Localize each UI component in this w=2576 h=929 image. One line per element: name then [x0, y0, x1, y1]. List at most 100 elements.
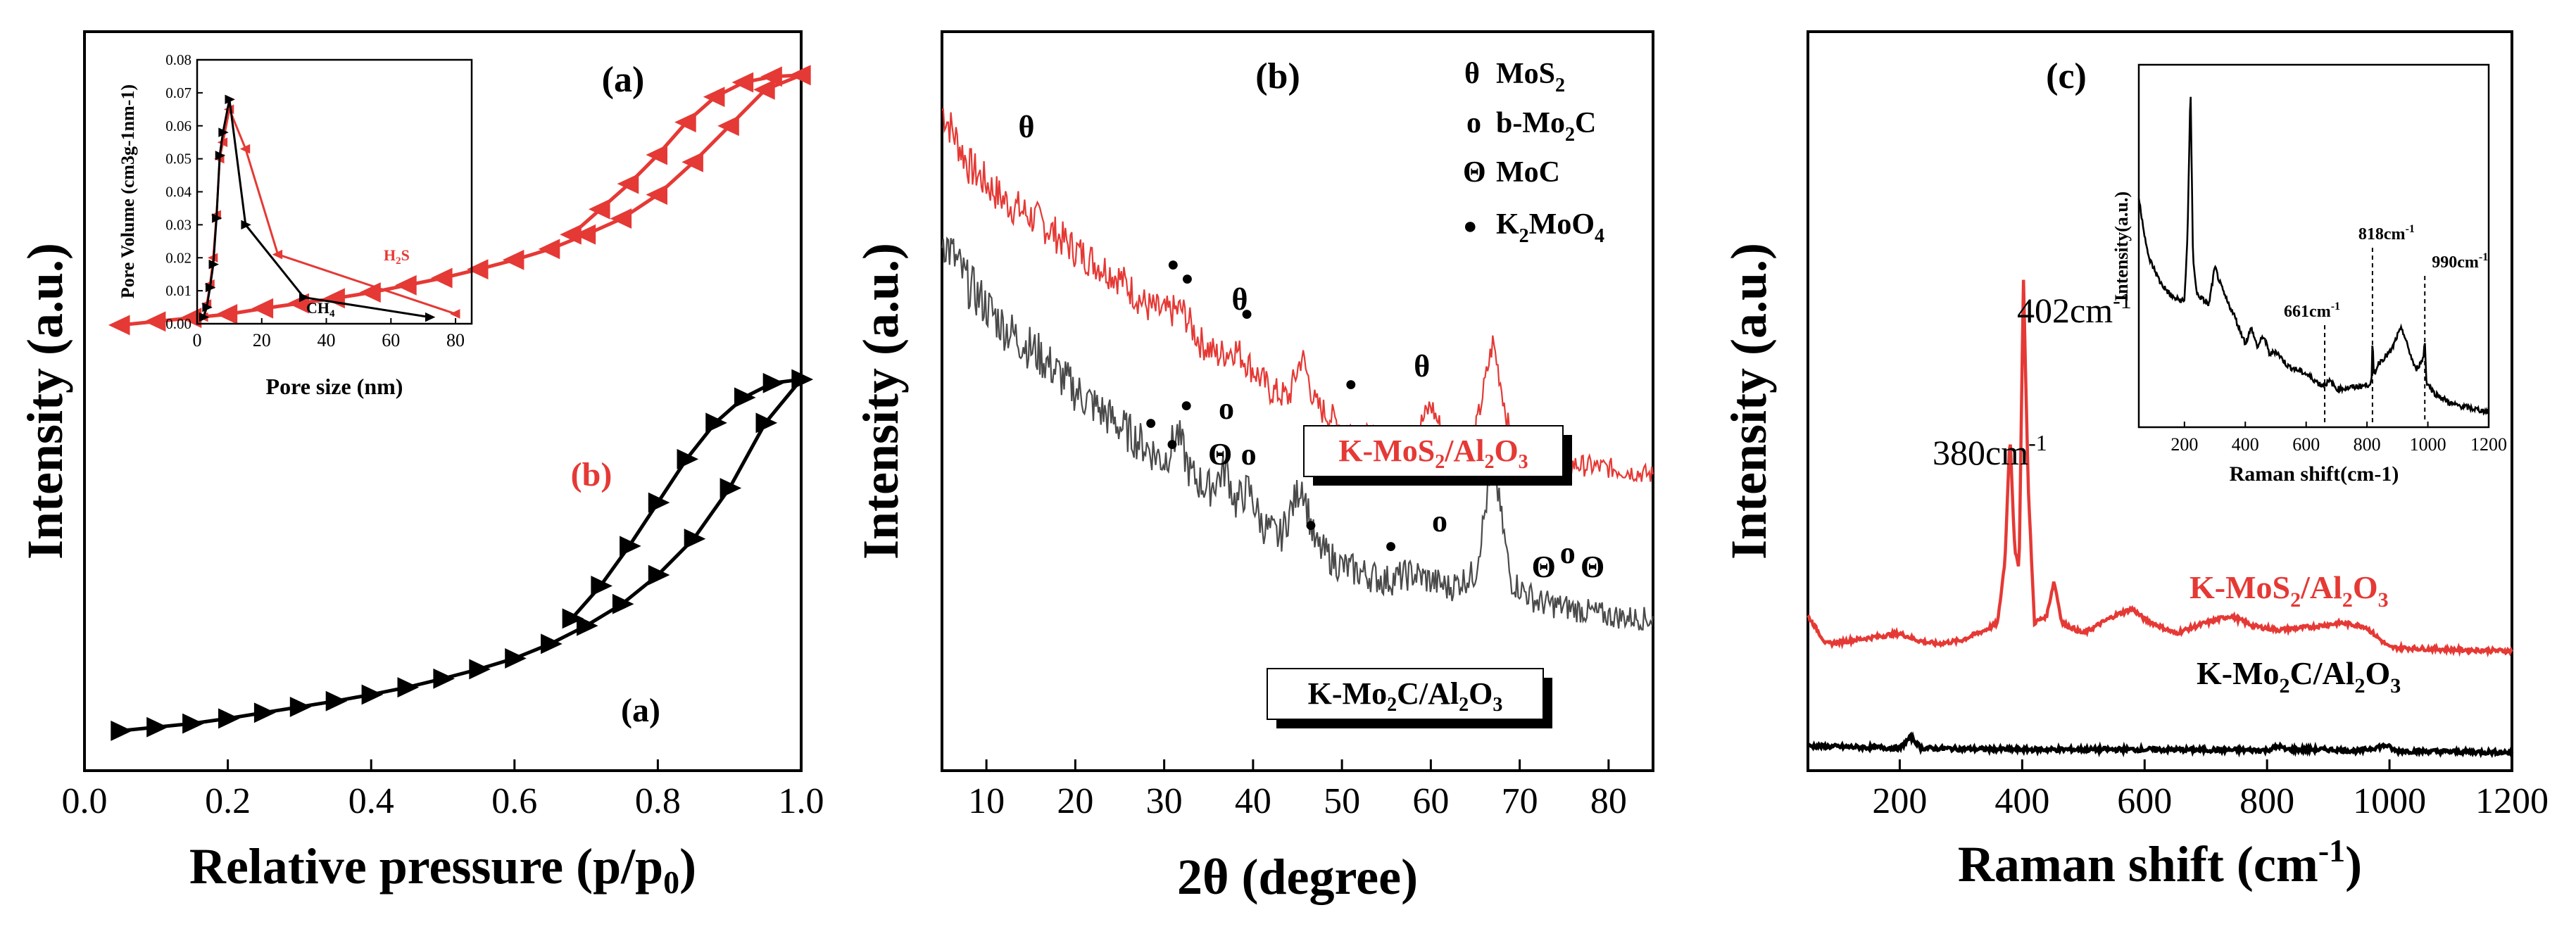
- isotherm-point: [108, 315, 130, 336]
- xrd-pattern-line: [941, 236, 1654, 631]
- x-tick-label: 0.2: [205, 781, 251, 821]
- inset-pore-point: [208, 259, 219, 270]
- panel-a-series-a-label: (a): [621, 692, 660, 729]
- x-tick-label: 60: [1412, 781, 1449, 821]
- x-tick-label: 0.8: [635, 781, 681, 821]
- inset-y-tick-label: 0.06: [165, 118, 191, 134]
- panel-c: 200 400 600 800 1000 1200 (c) 402cm-1 380cm-1…: [1721, 30, 2549, 892]
- isotherm-point: [591, 576, 612, 596]
- panel-a-inset: 0 20 40 60 80 0.00 0.01 0.02 0.03 0.04 0.05 0.06 0.0…: [118, 51, 473, 399]
- phase-marker: ●: [1181, 267, 1193, 290]
- legend-label-mos2: MoS2: [1496, 58, 1565, 96]
- x-tick-label: 1000: [2353, 781, 2426, 821]
- legend-label-k2moo4: K2MoO4: [1496, 208, 1604, 247]
- inset-raman-line: [2137, 96, 2490, 416]
- inset-x-tick-label: 1200: [2470, 434, 2507, 455]
- inset-y-tick-label: 0.01: [165, 282, 191, 299]
- panel-b-sample-label-mos2: K-MoS2/Al2O3: [1303, 425, 1572, 486]
- inset-peak-label: 818cm-1: [2358, 223, 2415, 244]
- inset-y-tick-label: 0.08: [165, 51, 191, 68]
- x-tick-label: 600: [2117, 781, 2172, 821]
- isotherm-point: [541, 633, 563, 655]
- x-tick-label: 1200: [2475, 781, 2549, 821]
- x-tick-label: 30: [1146, 781, 1183, 821]
- isotherm-point: [734, 387, 756, 408]
- panel-c-label-k-mo2c: K-Mo2C/Al2O3: [2197, 655, 2401, 697]
- phase-marker: θ: [1018, 110, 1034, 144]
- inset-y-tick-label: 0.00: [165, 315, 191, 332]
- x-tick-label: 1.0: [779, 781, 824, 821]
- phase-marker: Θ: [1208, 437, 1232, 472]
- peak-label-402: 402cm-1: [2017, 288, 2132, 330]
- isotherm-point: [705, 412, 727, 434]
- legend-label-moc: MoC: [1496, 156, 1560, 189]
- inset-a-ch4-label: CH4: [306, 299, 335, 320]
- inset-a-curves: [198, 94, 460, 322]
- inset-c-curves: 661cm-1 818cm-1 990cm-1: [2137, 96, 2490, 422]
- phase-marker: ●: [1145, 411, 1157, 434]
- label-text-k-mo2c: K-Mo2C/Al2O3: [1308, 676, 1503, 716]
- isotherm-point: [648, 492, 670, 513]
- x-tick-label: 50: [1324, 781, 1360, 821]
- inset-pore-point: [199, 312, 210, 322]
- inset-x-tick-label: 200: [2170, 434, 2198, 455]
- isotherm-point: [646, 144, 667, 165]
- panel-a-x-ticks: 0.0 0.2 0.4 0.6 0.8 1.0: [62, 759, 824, 821]
- phase-marker: Θ: [1581, 550, 1604, 584]
- inset-pore-point: [212, 213, 222, 223]
- panel-a-series-b-label: (b): [571, 456, 612, 493]
- label-box: [1267, 668, 1544, 720]
- isotherm-point: [762, 372, 785, 393]
- inset-pore-point: [241, 220, 251, 230]
- phase-marker: ●: [1305, 513, 1317, 536]
- inset-y-tick-label: 0.04: [165, 184, 191, 201]
- isotherm-point: [111, 720, 132, 741]
- isotherm-point: [791, 369, 813, 390]
- isotherm-point: [251, 298, 274, 319]
- phase-marker: ●: [1345, 372, 1357, 396]
- panel-c-label: (c): [2046, 56, 2087, 96]
- x-tick-label: 400: [1994, 781, 2049, 821]
- isotherm-point: [755, 412, 778, 434]
- x-tick-label: 200: [1872, 781, 1927, 821]
- isotherm-point: [325, 690, 348, 712]
- isotherm-point: [717, 115, 739, 137]
- phase-marker: Θ: [1532, 550, 1556, 584]
- panel-b-plot-frame: [941, 30, 1654, 772]
- isotherm-point: [677, 448, 699, 469]
- label-box: [1303, 425, 1564, 477]
- inset-a-y-axis-title: Pore Volume (cm3g-1nm-1): [118, 84, 138, 298]
- inset-pore-point: [205, 282, 216, 293]
- inset-x-tick-label: 600: [2292, 434, 2320, 455]
- inset-pore-point: [272, 249, 283, 260]
- isotherm-point: [620, 536, 641, 557]
- inset-pore-point: [425, 312, 436, 322]
- inset-a-x-axis-title: Pore size (nm): [266, 374, 403, 399]
- phase-marker: ●: [1385, 534, 1397, 557]
- panel-b-phase-markers: θθθ●●●●●●● oΘ o●●oΘ o Θ: [1018, 110, 1604, 584]
- panel-c-inset: 200 400 600 800 1000 1200 661cm-1 818cm-1 990cm…: [2111, 63, 2507, 486]
- panel-c-x-ticks: 200 400 600 800 1000 1200: [1872, 759, 2549, 821]
- isotherm-point: [144, 311, 166, 332]
- isotherm-point: [577, 615, 598, 636]
- legend-symbol-mos2: θ: [1464, 58, 1480, 90]
- panel-b-x-axis-title: 2θ (degree): [1177, 849, 1418, 905]
- inset-pore-point: [202, 302, 213, 312]
- isotherm-point: [182, 713, 204, 734]
- panel-a-y-axis-title: Intensity (a.u.): [17, 243, 73, 560]
- isotherm-point: [703, 87, 725, 108]
- isotherm-point: [361, 684, 384, 705]
- isotherm-point: [146, 716, 168, 738]
- isotherm-point: [612, 593, 634, 614]
- inset-pore-point: [225, 94, 235, 105]
- x-tick-label: 800: [2239, 781, 2294, 821]
- panel-b-y-axis-title: Intensity (a.u.): [853, 243, 909, 560]
- isotherm-point: [760, 66, 782, 87]
- isotherm-point: [433, 668, 455, 689]
- panel-a-plot-frame: [83, 30, 803, 772]
- isotherm-point: [720, 478, 742, 498]
- isotherm-point: [648, 564, 670, 586]
- inset-c-y-axis-title: Intensity(a.u.): [2111, 191, 2132, 301]
- inset-x-tick-label: 1000: [2410, 434, 2446, 455]
- inset-x-tick-label: 80: [446, 330, 465, 350]
